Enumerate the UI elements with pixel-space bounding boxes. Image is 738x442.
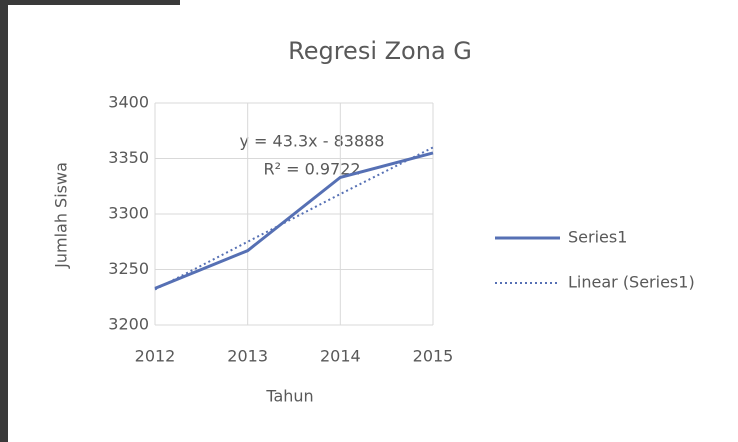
legend-label: Series1 bbox=[568, 228, 627, 247]
y-tick-label: 3300 bbox=[108, 204, 149, 223]
chart-title: Regresi Zona G bbox=[288, 37, 472, 65]
legend-label: Linear (Series1) bbox=[568, 273, 695, 292]
y-axis-label: Jumlah Siswa bbox=[52, 162, 71, 269]
series-line bbox=[154, 146, 434, 291]
y-tick-label: 3200 bbox=[108, 315, 149, 334]
x-axis-label: Tahun bbox=[265, 387, 313, 406]
x-tick-label: 2015 bbox=[413, 347, 454, 366]
x-tick-label: 2012 bbox=[135, 347, 176, 366]
y-tick-label: 3350 bbox=[108, 148, 149, 167]
trendline-r2: R² = 0.9722 bbox=[263, 160, 360, 179]
left-edge bbox=[0, 0, 8, 442]
trendline-equation: y = 43.3x - 83888 bbox=[240, 132, 385, 151]
series-line bbox=[154, 151, 434, 290]
y-tick-label: 3250 bbox=[108, 259, 149, 278]
x-tick-label: 2013 bbox=[227, 347, 268, 366]
top-edge bbox=[0, 0, 180, 5]
x-tick-label: 2014 bbox=[320, 347, 361, 366]
y-tick-label: 3400 bbox=[108, 93, 149, 112]
